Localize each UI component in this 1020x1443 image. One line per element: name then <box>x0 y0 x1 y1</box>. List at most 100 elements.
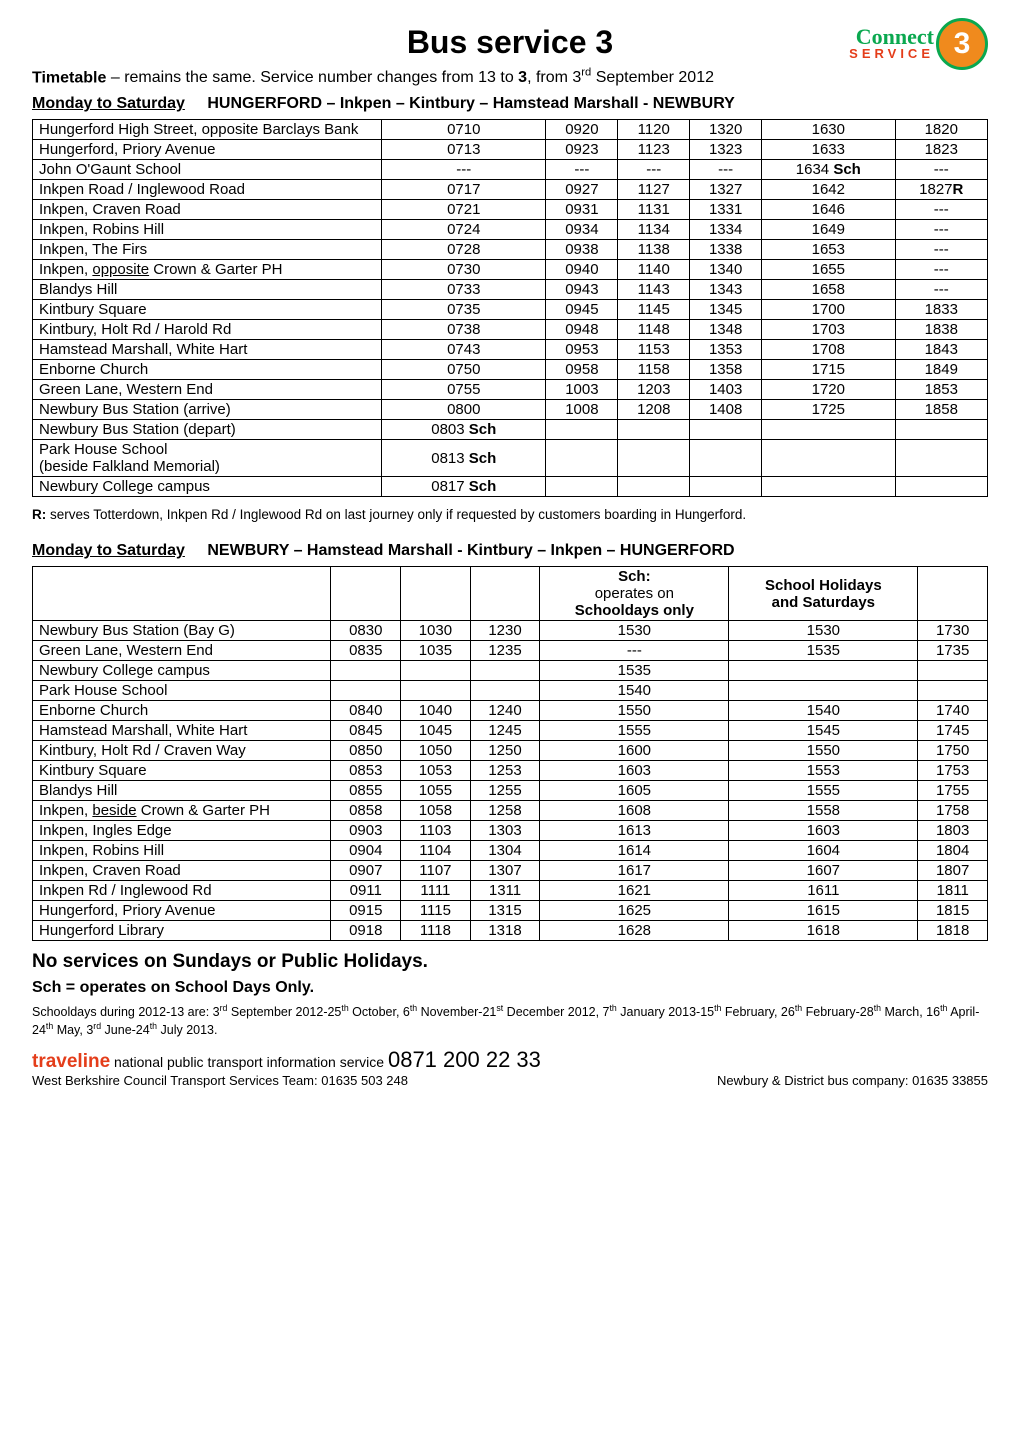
time-cell: 0858 <box>331 801 401 821</box>
time-cell: 1131 <box>618 200 690 220</box>
table-row: Enborne Church075009581158135817151849 <box>33 360 988 380</box>
time-cell <box>690 440 762 477</box>
time-cell: 1148 <box>618 320 690 340</box>
time-cell: 0943 <box>546 280 618 300</box>
table-row: Park House School(beside Falkland Memori… <box>33 440 988 477</box>
time-cell: 1035 <box>401 641 471 661</box>
time-cell: 0927 <box>546 180 618 200</box>
time-cell: 1658 <box>762 280 895 300</box>
stop-cell: Kintbury, Holt Rd / Craven Way <box>33 741 331 761</box>
outbound-route: HUNGERFORD – Inkpen – Kintbury – Hamstea… <box>207 95 735 112</box>
time-cell: 1240 <box>470 701 540 721</box>
time-cell: 1853 <box>895 380 987 400</box>
outbound-heading: Monday to Saturday HUNGERFORD – Inkpen –… <box>32 95 988 113</box>
time-cell: 1540 <box>540 681 729 701</box>
time-cell: 0911 <box>331 881 401 901</box>
time-cell: 1804 <box>918 841 988 861</box>
time-cell: 1611 <box>729 881 918 901</box>
header-cell <box>33 567 331 621</box>
time-cell: 0934 <box>546 220 618 240</box>
time-cell: 1740 <box>918 701 988 721</box>
stop-cell: Inkpen, Robins Hill <box>33 220 382 240</box>
table-row: Hungerford Library0918111813181628161818… <box>33 921 988 941</box>
time-cell: 1655 <box>762 260 895 280</box>
time-cell: 1700 <box>762 300 895 320</box>
time-cell: 0721 <box>382 200 546 220</box>
time-cell: 1138 <box>618 240 690 260</box>
time-cell: 0713 <box>382 140 546 160</box>
time-cell: 1340 <box>690 260 762 280</box>
time-cell: 1642 <box>762 180 895 200</box>
time-cell: 0738 <box>382 320 546 340</box>
time-cell: 1730 <box>918 621 988 641</box>
time-cell: 0850 <box>331 741 401 761</box>
time-cell <box>401 661 471 681</box>
time-cell: 1304 <box>470 841 540 861</box>
time-cell <box>401 681 471 701</box>
stop-cell: Kintbury Square <box>33 300 382 320</box>
time-cell: 1849 <box>895 360 987 380</box>
logo-number-badge: 3 <box>936 18 988 70</box>
outbound-table: Hungerford High Street, opposite Barclay… <box>32 119 988 497</box>
time-cell: 1607 <box>729 861 918 881</box>
table-row: Newbury Bus Station (depart)0803 Sch <box>33 420 988 440</box>
traveline-line: traveline national public transport info… <box>32 1047 988 1073</box>
stop-cell: Kintbury, Holt Rd / Harold Rd <box>33 320 382 340</box>
time-cell: 1050 <box>401 741 471 761</box>
header-cell <box>401 567 471 621</box>
outbound-days: Monday to Saturday <box>32 95 185 112</box>
time-cell: 1615 <box>729 901 918 921</box>
table-header-row: Sch: operates onSchooldays onlySchool Ho… <box>33 567 988 621</box>
time-cell: 1111 <box>401 881 471 901</box>
time-cell: 0728 <box>382 240 546 260</box>
service-logo: Connect SERVICE 3 <box>849 18 988 70</box>
time-cell: 1258 <box>470 801 540 821</box>
time-cell: 1143 <box>618 280 690 300</box>
table-row: Inkpen Rd / Inglewood Rd0911111113111621… <box>33 881 988 901</box>
table-row: Inkpen, The Firs07280938113813381653--- <box>33 240 988 260</box>
time-cell: 1334 <box>690 220 762 240</box>
time-cell: 1858 <box>895 400 987 420</box>
stop-cell: Inkpen, opposite Crown & Garter PH <box>33 260 382 280</box>
time-cell <box>618 420 690 440</box>
time-cell <box>546 420 618 440</box>
time-cell: 0907 <box>331 861 401 881</box>
time-cell: 1158 <box>618 360 690 380</box>
time-cell: 1230 <box>470 621 540 641</box>
header-cell: Sch: operates onSchooldays only <box>540 567 729 621</box>
time-cell <box>918 681 988 701</box>
time-cell: 1555 <box>540 721 729 741</box>
table-row: Inkpen, Robins Hill07240934113413341649-… <box>33 220 988 240</box>
time-cell: --- <box>546 160 618 180</box>
time-cell: 1323 <box>690 140 762 160</box>
table-row: Hungerford, Priory Avenue071309231123132… <box>33 140 988 160</box>
stop-cell: Green Lane, Western End <box>33 641 331 661</box>
table-row: Enborne Church084010401240155015401740 <box>33 701 988 721</box>
time-cell: 1127 <box>618 180 690 200</box>
time-cell: 1307 <box>470 861 540 881</box>
time-cell: 1058 <box>401 801 471 821</box>
time-cell <box>690 477 762 497</box>
time-cell: 1545 <box>729 721 918 741</box>
time-cell: 1633 <box>762 140 895 160</box>
time-cell: 1255 <box>470 781 540 801</box>
time-cell: 1811 <box>918 881 988 901</box>
time-cell: 1735 <box>918 641 988 661</box>
time-cell: 1123 <box>618 140 690 160</box>
table-row: Kintbury, Holt Rd / Craven Way0850105012… <box>33 741 988 761</box>
table-row: Kintbury, Holt Rd / Harold Rd07380948114… <box>33 320 988 340</box>
time-cell: 0735 <box>382 300 546 320</box>
stop-cell: Inkpen, beside Crown & Garter PH <box>33 801 331 821</box>
time-cell: 1348 <box>690 320 762 340</box>
time-cell: 1408 <box>690 400 762 420</box>
time-cell: 1708 <box>762 340 895 360</box>
table-row: Blandys Hill07330943114313431658--- <box>33 280 988 300</box>
time-cell: 1530 <box>729 621 918 641</box>
stop-cell: Hamstead Marshall, White Hart <box>33 721 331 741</box>
table-row: Park House School1540 <box>33 681 988 701</box>
time-cell: 0923 <box>546 140 618 160</box>
stop-cell: Hungerford, Priory Avenue <box>33 140 382 160</box>
time-cell: 1603 <box>729 821 918 841</box>
time-cell: 1803 <box>918 821 988 841</box>
time-cell: 1331 <box>690 200 762 220</box>
